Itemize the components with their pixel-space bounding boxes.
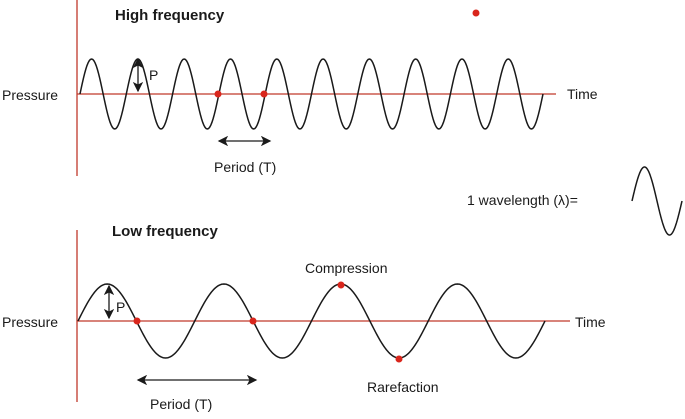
low-period-start-marker <box>133 317 141 325</box>
wavelength-label: 1 wavelength (λ)= <box>467 192 578 208</box>
high-period-label: Period (T) <box>214 159 276 175</box>
high-amplitude-label: P <box>149 67 158 83</box>
low-amplitude-label: P <box>116 299 125 315</box>
low-frequency-title: Low frequency <box>112 223 219 240</box>
high-frequency-wave <box>79 58 544 130</box>
rarefaction-label: Rarefaction <box>367 379 439 395</box>
compression-label: Compression <box>305 260 387 276</box>
low-frequency-panel: Low frequency Pressure Time P Compressio… <box>2 223 606 412</box>
high-frequency-panel: High frequency Pressure Time P Period (T… <box>2 0 598 176</box>
high-period-end-marker <box>260 90 268 98</box>
high-time-label: Time <box>567 86 598 102</box>
high-frequency-title: High frequency <box>115 7 225 24</box>
low-period-end-marker <box>249 317 257 325</box>
compression-marker <box>337 281 345 289</box>
low-time-label: Time <box>575 314 606 330</box>
low-frequency-wave <box>77 283 546 359</box>
wavelength-legend: 1 wavelength (λ)= <box>467 166 683 236</box>
high-pressure-label: Pressure <box>2 87 58 103</box>
wavelength-wave <box>631 166 683 236</box>
red-dot-marker <box>472 9 480 17</box>
high-period-start-marker <box>214 90 222 98</box>
low-pressure-label: Pressure <box>2 314 58 330</box>
low-period-label: Period (T) <box>150 396 212 412</box>
rarefaction-marker <box>395 355 403 363</box>
